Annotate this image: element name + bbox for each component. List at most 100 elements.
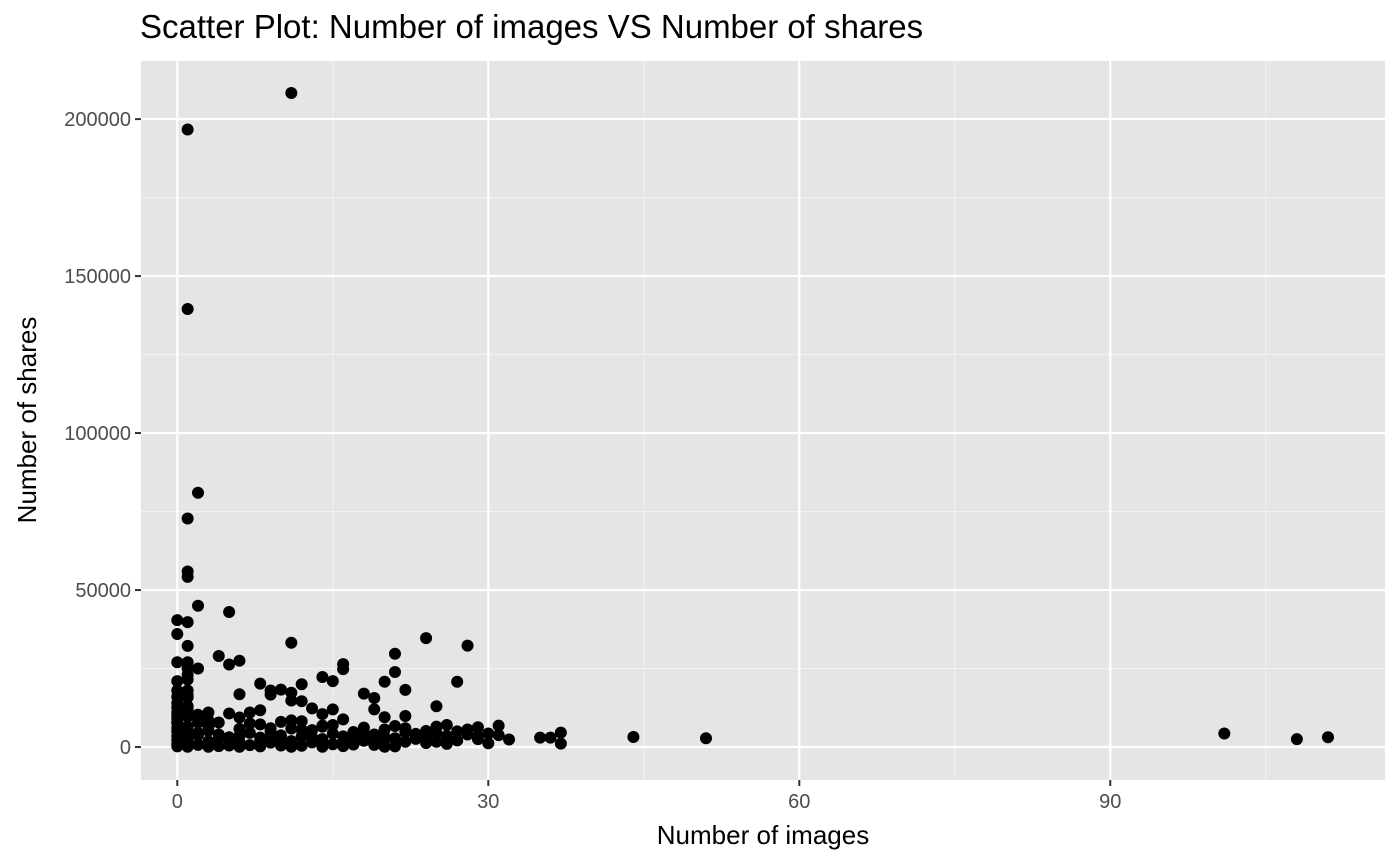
data-points xyxy=(171,87,1334,753)
scatter-point xyxy=(181,703,194,716)
scatter-point xyxy=(212,728,225,741)
scatter-point xyxy=(254,704,267,717)
scatter-point xyxy=(378,711,391,724)
major-gridlines xyxy=(141,61,1385,780)
scatter-point xyxy=(534,731,547,744)
x-tick-label: 60 xyxy=(788,791,810,813)
scatter-point xyxy=(192,599,205,612)
scatter-point xyxy=(264,688,277,701)
scatter-point xyxy=(451,725,464,738)
scatter-point xyxy=(285,636,298,649)
scatter-point xyxy=(233,654,246,667)
scatter-point xyxy=(368,734,381,747)
scatter-point xyxy=(295,723,308,736)
x-axis-ticks: 0 30 60 90 xyxy=(172,780,1121,813)
scatter-point xyxy=(378,675,391,688)
scatter-point xyxy=(243,739,256,752)
scatter-point xyxy=(482,727,495,740)
scatter-point xyxy=(451,734,464,747)
scatter-point xyxy=(171,628,184,641)
scatter-point xyxy=(337,663,350,676)
scatter-point xyxy=(326,703,339,716)
scatter-point xyxy=(440,719,453,732)
scatter-point xyxy=(243,726,256,739)
scatter-point xyxy=(430,735,443,748)
scatter-point xyxy=(471,733,484,746)
scatter-point xyxy=(192,712,205,725)
scatter-point xyxy=(181,123,194,136)
scatter-point xyxy=(409,731,422,744)
scatter-point xyxy=(171,656,184,669)
scatter-point xyxy=(171,614,184,627)
scatter-point xyxy=(699,732,712,745)
scatter-point xyxy=(192,738,205,751)
scatter-point xyxy=(347,730,360,743)
scatter-point xyxy=(326,675,339,688)
scatter-point xyxy=(316,719,329,732)
scatter-point xyxy=(357,687,370,700)
y-tick-label: 0 xyxy=(120,737,131,759)
scatter-point xyxy=(1218,727,1231,740)
scatter-point xyxy=(285,87,298,100)
scatter-point xyxy=(233,730,246,743)
scatter-point xyxy=(181,689,194,702)
scatter-point xyxy=(388,740,401,753)
scatter-point xyxy=(316,708,329,721)
scatter-point xyxy=(347,738,360,751)
scatter-point xyxy=(181,740,194,753)
scatter-point xyxy=(316,671,329,684)
scatter-point xyxy=(306,730,319,743)
scatter-point xyxy=(337,734,350,747)
scatter-point xyxy=(192,726,205,739)
plot-panel xyxy=(141,61,1385,780)
scatter-point xyxy=(254,731,267,744)
scatter-point xyxy=(378,740,391,753)
scatter-point xyxy=(181,616,194,629)
scatter-point xyxy=(233,688,246,701)
scatter-point xyxy=(274,715,287,728)
scatter-point xyxy=(399,683,412,696)
x-tick-label: 30 xyxy=(477,791,499,813)
scatter-point xyxy=(368,692,381,705)
scatter-point xyxy=(223,707,236,720)
scatter-point xyxy=(461,639,474,652)
scatter-point xyxy=(274,732,287,745)
y-axis-title: Number of shares xyxy=(12,317,42,524)
scatter-point xyxy=(171,740,184,753)
scatter-point xyxy=(181,512,194,525)
y-tick-label: 100000 xyxy=(64,423,131,445)
scatter-point xyxy=(181,303,194,316)
scatter-point xyxy=(254,677,267,690)
scatter-point xyxy=(326,727,339,740)
y-tick-label: 50000 xyxy=(75,580,131,602)
scatter-point xyxy=(285,714,298,727)
scatter-point xyxy=(171,715,184,728)
scatter-point xyxy=(295,739,308,752)
y-tick-label: 200000 xyxy=(64,109,131,131)
scatter-point xyxy=(223,658,236,671)
scatter-point xyxy=(274,683,287,696)
scatter-point xyxy=(399,722,412,735)
x-tick-label: 0 xyxy=(172,791,183,813)
scatter-point xyxy=(254,740,267,753)
scatter-point xyxy=(420,736,433,749)
scatter-point xyxy=(192,662,205,675)
scatter-point xyxy=(171,684,184,697)
y-tick-label: 150000 xyxy=(64,266,131,288)
y-axis-ticks: 0 50000 100000 150000 200000 xyxy=(64,109,141,759)
scatter-point xyxy=(471,721,484,734)
scatter-point xyxy=(202,720,215,733)
scatter-point xyxy=(627,730,640,743)
x-tick-label: 90 xyxy=(1099,791,1121,813)
scatter-point xyxy=(544,731,557,744)
chart-title: Scatter Plot: Number of images VS Number… xyxy=(140,8,924,45)
scatter-point xyxy=(337,713,350,726)
scatter-point xyxy=(223,606,236,619)
scatter-point xyxy=(1290,733,1303,746)
scatter-point xyxy=(181,673,194,686)
scatter-point xyxy=(388,665,401,678)
scatter-point xyxy=(326,719,339,732)
scatter-point xyxy=(192,486,205,499)
scatter-point xyxy=(430,700,443,713)
